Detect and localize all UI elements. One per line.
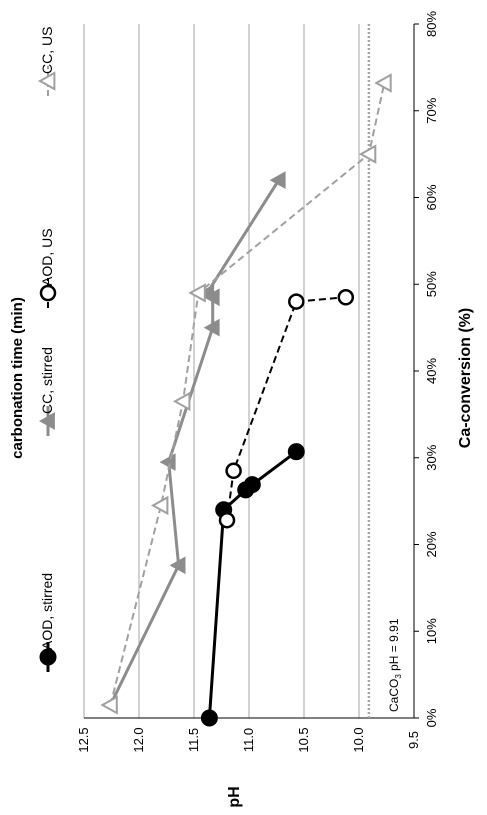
legend-label: AOD, stirred [39, 573, 55, 650]
data-point [288, 293, 305, 310]
x-tick-label: 70% [424, 97, 439, 123]
legend-marker [39, 648, 57, 666]
legend-label: CC, stirred [39, 347, 55, 414]
legend-marker [38, 412, 55, 430]
x-tick-label: 80% [424, 11, 439, 37]
legend-title: carbonation time (min) [9, 297, 26, 459]
data-point [269, 171, 286, 189]
series-line [226, 296, 346, 521]
x-tick-label: 60% [424, 184, 439, 210]
reference-line-label: CaCO3 pH = 9.91 [387, 618, 403, 712]
legend-label: AOD, US [39, 228, 55, 286]
data-point [218, 511, 236, 529]
series-line [109, 179, 280, 706]
data-point [100, 695, 118, 715]
data-point [198, 284, 215, 302]
data-point [172, 391, 191, 412]
legend-marker [39, 284, 57, 302]
data-point [225, 462, 242, 480]
y-tick-label: 10.0 [351, 727, 366, 752]
y-tick-label: 11.0 [241, 728, 256, 752]
y-tick-label: 10.5 [296, 727, 311, 752]
y-tick-label: 12.0 [131, 727, 146, 752]
data-marks [100, 24, 392, 727]
y-axis-label: pH [226, 786, 243, 807]
legend-label: CC, US [39, 27, 55, 74]
data-point [337, 289, 355, 306]
x-tick-label: 20% [424, 531, 439, 557]
x-tick-label: 40% [424, 358, 439, 384]
data-point [358, 144, 377, 164]
data-point [287, 443, 305, 461]
y-tick-label: 9.5 [406, 731, 421, 749]
series-line [109, 82, 386, 706]
x-tick-label: 10% [424, 618, 439, 644]
y-tick-label: 11.5 [186, 728, 201, 752]
legend: AOD, stirred CC, stirred AOD, US CC, US [37, 27, 57, 672]
data-point [188, 283, 206, 303]
data-point [243, 476, 261, 494]
x-axis-label: Ca-conversion (%) [457, 308, 474, 448]
x-tick-label: 0% [424, 708, 439, 727]
y-tick-label: 12.5 [76, 727, 91, 752]
data-point [150, 495, 169, 516]
x-tick-label: 30% [424, 444, 439, 470]
data-point [203, 318, 220, 337]
data-point [169, 556, 186, 575]
data-point [200, 709, 218, 727]
x-tick-label: 50% [424, 271, 439, 297]
data-point [374, 73, 392, 93]
legend-marker [37, 71, 56, 91]
plot-area: 9.5 10.0 10.5 11.0 11.5 12.0 12.5 0% 10% 20% 30% 40… [76, 11, 439, 753]
